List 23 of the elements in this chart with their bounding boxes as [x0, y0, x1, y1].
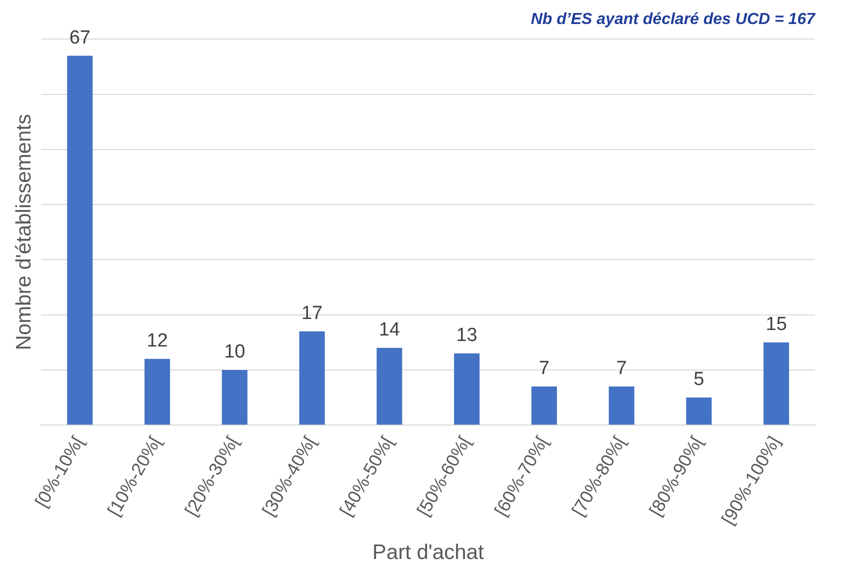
bar	[454, 353, 480, 425]
chart-title: Nb d’ES ayant déclaré des UCD = 167	[530, 11, 816, 28]
data-label: 17	[301, 303, 323, 324]
bar	[608, 386, 634, 425]
bar	[686, 398, 712, 425]
data-label: 7	[538, 358, 550, 380]
data-label: 67	[69, 27, 90, 48]
data-label: 12	[146, 330, 168, 352]
data-label: 7	[616, 358, 627, 380]
data-label: 14	[378, 320, 400, 341]
bar	[531, 386, 557, 425]
bar	[299, 331, 325, 425]
y-axis-title: Nombre d'établissements	[12, 114, 36, 350]
bar	[67, 56, 93, 425]
data-label: 10	[224, 342, 246, 363]
bar	[144, 358, 170, 425]
data-label: 15	[766, 314, 787, 336]
data-label: 13	[456, 325, 478, 346]
bar	[222, 370, 248, 425]
data-label: 5	[694, 369, 704, 390]
bar	[764, 342, 790, 425]
x-axis-title: Part d'achat	[372, 541, 484, 564]
bar	[376, 348, 402, 425]
